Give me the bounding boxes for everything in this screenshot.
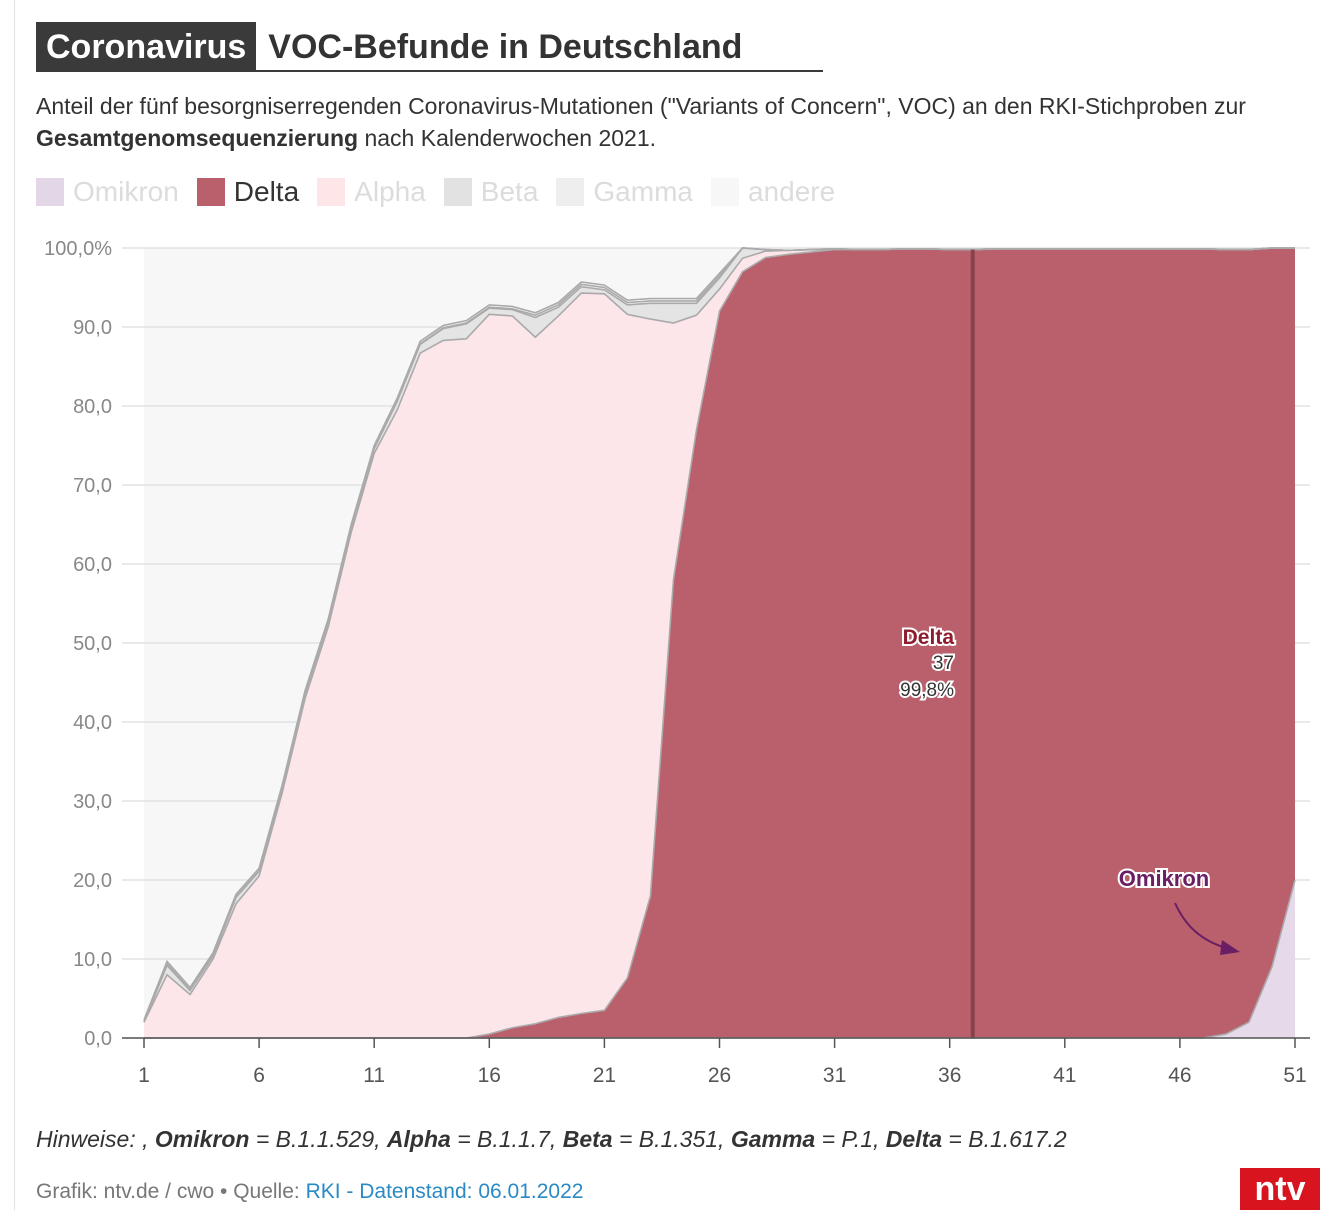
x-tick-label: 31 [823, 1064, 846, 1087]
y-tick-label: 50,0 [73, 633, 112, 655]
legend-swatch [443, 178, 472, 206]
legend-swatch [317, 178, 346, 206]
legend-label: Beta [480, 176, 539, 207]
note-variant-code: = B.1.1.529, [249, 1126, 387, 1152]
ntv-logo: ntv [1240, 1168, 1320, 1210]
legend-item-omikron[interactable]: Omikron [36, 176, 179, 208]
area-chart: 0,0 10,0 20,0 30,0 40,0 50,0 60,0 70,0 80,0 90,0 1… [44, 238, 1310, 1087]
x-tick-label: 6 [253, 1064, 265, 1087]
note-variant-code: = B.1.351, [612, 1126, 731, 1152]
legend-item-delta[interactable]: Delta [196, 176, 300, 208]
x-tick-label: 51 [1283, 1064, 1306, 1087]
outline-andere [143, 247, 1295, 1021]
marker-series-label: Delta [903, 626, 955, 649]
note-variant-code: = B.1.617.2 [942, 1126, 1067, 1152]
x-tick-label: 36 [938, 1064, 961, 1087]
y-tick-label: 20,0 [73, 870, 112, 892]
notes-prefix: Hinweise: , [36, 1126, 155, 1152]
omikron-annotation-label: Omikron [1119, 866, 1209, 891]
x-tick-label: 26 [708, 1064, 731, 1087]
x-tick-label: 1 [138, 1064, 150, 1087]
y-tick-label: 30,0 [73, 791, 112, 813]
y-tick-label: 70,0 [73, 475, 112, 497]
legend-label: Alpha [354, 176, 426, 207]
note-variant-code: = P.1, [815, 1126, 886, 1152]
legend-item-andere[interactable]: andere [710, 176, 836, 208]
area-alpha [144, 248, 1295, 1038]
x-tick-label: 21 [593, 1064, 616, 1087]
x-tick-label: 41 [1053, 1064, 1076, 1087]
y-tick-label: 0,0 [84, 1028, 112, 1050]
chart-subtitle: Anteil der fünf besorgniserregenden Coro… [36, 90, 1306, 154]
note-variant-name: Delta [885, 1126, 943, 1152]
legend-item-alpha[interactable]: Alpha [317, 176, 426, 208]
y-tick-label: 80,0 [73, 396, 112, 418]
chart-title: Coronavirus VOC-Befunde in Deutschland [36, 22, 742, 72]
y-tick-label: 90,0 [73, 317, 112, 339]
legend-item-gamma[interactable]: Gamma [556, 176, 693, 208]
omikron-arrowhead [1220, 940, 1240, 955]
legend-swatch [36, 178, 64, 206]
subtitle-part2: nach Kalenderwochen 2021. [358, 125, 657, 151]
x-tick-label: 16 [478, 1064, 501, 1087]
chart-legend: Omikron Delta Alpha Beta Gamma andere [36, 176, 853, 208]
y-tick-label: 10,0 [73, 949, 112, 971]
legend-label: andere [747, 176, 836, 207]
note-variant-code: = B.1.1.7, [450, 1126, 563, 1152]
legend-swatch [196, 178, 225, 206]
area-delta [144, 248, 1295, 1038]
title-tag: Coronavirus [36, 22, 257, 72]
note-variant-name: Alpha [386, 1126, 451, 1152]
source-line: Grafik: ntv.de / cwo • Quelle: RKI - Dat… [36, 1180, 583, 1204]
marker-week-label: 37 [933, 653, 954, 674]
omikron-annotation-arrow [1174, 902, 1227, 949]
title-underline [36, 70, 823, 72]
frame-border [14, 0, 15, 1210]
legend-label: Delta [233, 176, 300, 207]
title-main: VOC-Befunde in Deutschland [268, 28, 743, 66]
note-variant-name: Beta [562, 1126, 613, 1152]
subtitle-bold: Gesamtgenomsequenzierung [36, 125, 359, 151]
credit-text: Grafik: ntv.de / cwo • Quelle: [36, 1180, 306, 1203]
legend-label: Omikron [73, 176, 179, 207]
x-tick-label: 46 [1168, 1064, 1191, 1087]
marker-value-label: 99,8% [900, 680, 954, 701]
note-variant-name: Omikron [154, 1126, 250, 1152]
subtitle-part1: Anteil der fünf besorgniserregenden Coro… [36, 93, 1246, 119]
y-tick-label: 100,0% [44, 238, 112, 260]
y-tick-label: 60,0 [73, 554, 112, 576]
footnote-hinweise: Hinweise: , Omikron = B.1.1.529, Alpha =… [36, 1126, 1067, 1153]
legend-swatch [710, 178, 739, 206]
y-tick-label: 40,0 [73, 712, 112, 734]
source-link[interactable]: RKI - Datenstand: 06.01.2022 [305, 1180, 584, 1203]
x-tick-label: 11 [363, 1064, 385, 1087]
legend-label: Gamma [593, 176, 693, 207]
legend-swatch [556, 178, 585, 206]
legend-item-beta[interactable]: Beta [443, 176, 539, 208]
note-variant-name: Gamma [730, 1126, 816, 1152]
